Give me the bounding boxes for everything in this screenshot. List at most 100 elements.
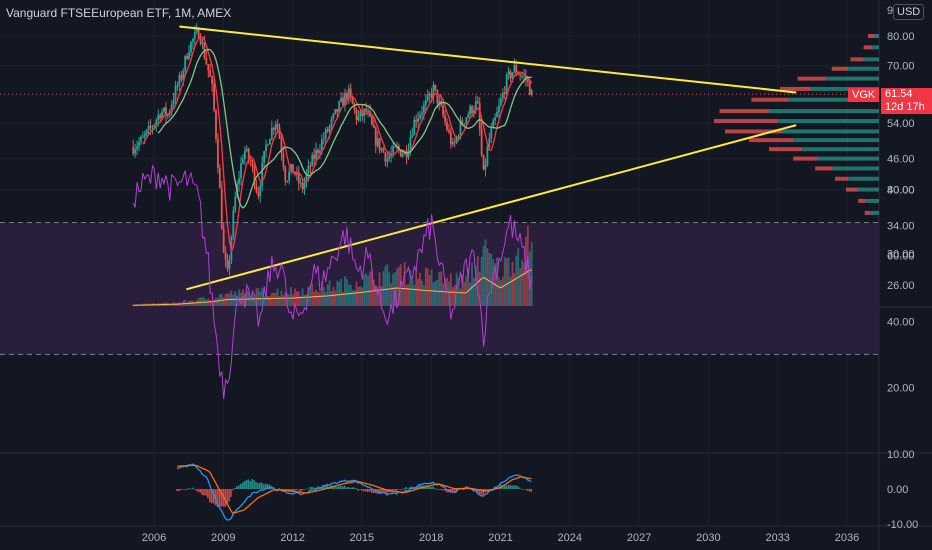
rsi-tick-label: 20.00 [887, 383, 915, 395]
macd-histogram-bar [220, 489, 223, 507]
candle-body [190, 41, 192, 53]
volume-bar [465, 275, 468, 306]
volume-bar [313, 291, 316, 306]
candle-body [461, 120, 464, 124]
candle-body [376, 138, 379, 146]
macd-histogram-bar [441, 489, 444, 491]
candle-body [415, 119, 418, 122]
macd-histogram-bar [180, 489, 182, 490]
candle-body [345, 93, 348, 100]
macd-histogram-bar [326, 485, 329, 489]
price-tick-label: 26.00 [887, 280, 915, 292]
time-tick-label: 2012 [280, 532, 304, 544]
candle-body [465, 117, 468, 124]
price-tick-label: 30.00 [887, 248, 915, 260]
volume-profile-bar [872, 45, 879, 50]
macd-histogram-bar [507, 485, 509, 489]
macd-histogram-bar [434, 488, 436, 489]
candle-body [297, 172, 300, 184]
volume-bar [209, 300, 212, 306]
candle-body [276, 124, 279, 127]
macd-histogram-bar [311, 486, 313, 489]
volume-bar [436, 279, 439, 306]
macd-histogram-bar [349, 487, 352, 489]
volume-bar [232, 294, 235, 306]
macd-histogram-bar [243, 481, 246, 489]
volume-bar [267, 296, 269, 306]
macd-tick-label: 10.00 [887, 449, 915, 461]
volume-profile-bar [725, 129, 783, 134]
macd-histogram-bar [357, 489, 359, 491]
macd-histogram-bar [389, 489, 392, 492]
candle-body [247, 148, 250, 160]
candle-body [459, 120, 462, 137]
volume-bar [372, 279, 375, 306]
candle-body [330, 118, 333, 127]
volume-bar [199, 297, 202, 306]
candle-body [374, 127, 377, 146]
macd-histogram-bar [416, 485, 419, 489]
volume-bar [403, 262, 406, 306]
macd-line [177, 463, 532, 521]
candle-body [353, 104, 356, 110]
candle-body [301, 182, 304, 190]
macd-histogram-bar [334, 485, 336, 489]
macd-histogram-bar [197, 489, 200, 492]
volume-bar [355, 281, 358, 306]
macd-histogram-bar [253, 480, 255, 489]
volume-bar [324, 292, 327, 306]
macd-histogram-bar [405, 487, 407, 489]
volume-bar [474, 265, 477, 306]
macd-histogram-bar [201, 489, 203, 496]
volume-bar [380, 286, 383, 306]
candle-body [309, 165, 312, 167]
candle-body [199, 37, 202, 44]
trendline-layer[interactable] [179, 25, 797, 291]
macd-histogram-bar [359, 489, 361, 490]
volume-profile-bar [865, 198, 879, 203]
volume-bar [499, 280, 502, 306]
macd-histogram-bar [401, 489, 404, 490]
candle-body [140, 137, 142, 143]
volume-bar [480, 256, 483, 306]
candle-body [422, 104, 425, 113]
volume-bar [303, 295, 306, 306]
volume-profile-bar [769, 147, 802, 152]
volume-bar [315, 289, 317, 306]
volume-bar [349, 284, 352, 306]
macd-histogram-bar [309, 487, 311, 489]
volume-bar [457, 277, 460, 306]
time-tick-label: 2036 [835, 532, 859, 544]
candle-body [501, 92, 504, 99]
candle-body [511, 72, 514, 79]
volume-bar [463, 282, 466, 306]
candle-body [224, 252, 227, 260]
volume-bar [505, 258, 508, 306]
volume-bar [307, 286, 310, 306]
candle-body [411, 135, 414, 138]
volume-bar [486, 248, 489, 306]
macd-histogram-bar [515, 485, 517, 489]
volume-bar [257, 288, 260, 306]
candle-body [205, 57, 208, 65]
volume-profile-bar [817, 156, 879, 161]
candle-body [451, 142, 454, 145]
candle-body [159, 114, 162, 119]
volume-bar [170, 303, 173, 306]
candle-body [457, 136, 460, 138]
chart-title: Vanguard FTSEEuropean ETF, 1M, AMEX [6, 6, 232, 20]
volume-profile-bar [802, 147, 879, 152]
candle-body [380, 148, 383, 151]
volume-bar [424, 267, 427, 306]
candle-body [234, 196, 237, 211]
volume-bar [482, 245, 485, 306]
volume-bar [467, 268, 470, 306]
currency-button[interactable]: USD [893, 4, 925, 20]
macd-histogram-bar [299, 489, 302, 492]
volume-bar [488, 252, 491, 306]
macd-histogram-bar [249, 481, 252, 489]
macd-histogram-bar [372, 489, 375, 494]
volume-bar [386, 264, 389, 306]
candle-body [143, 134, 146, 137]
